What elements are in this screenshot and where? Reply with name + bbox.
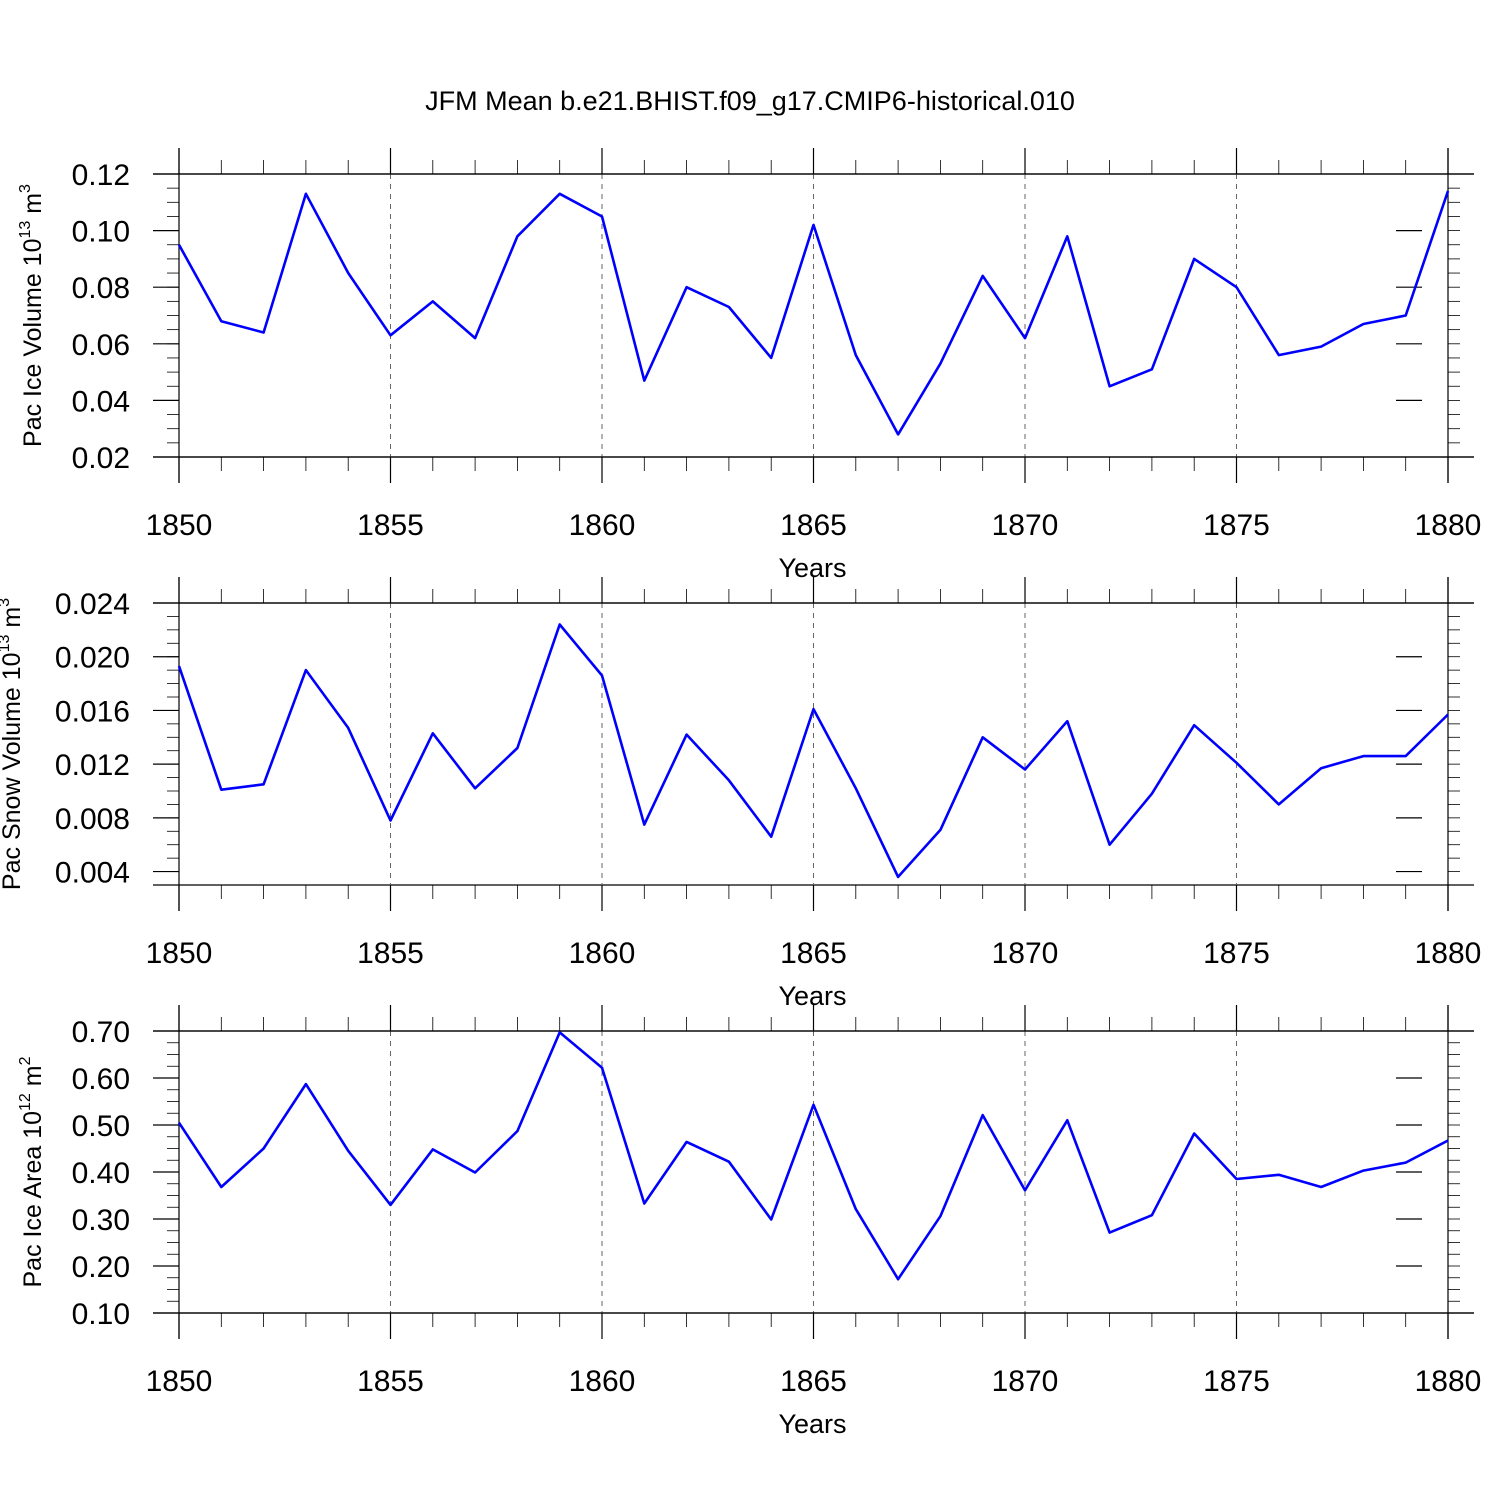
- x-tick-label: 1860: [569, 509, 636, 542]
- x-tick-label: 1875: [1203, 937, 1270, 970]
- y-tick-label: 0.04: [72, 385, 130, 418]
- y-tick-label: 0.10: [72, 216, 130, 249]
- y-tick-label: 0.12: [72, 159, 130, 192]
- x-tick-label: 1870: [992, 1365, 1059, 1398]
- y-tick-label: 0.50: [72, 1110, 130, 1143]
- x-tick-label: 1865: [780, 1365, 847, 1398]
- series-line: [177, 1031, 1449, 1281]
- chart-panel-3: 1850 1855 1860 1865 1870 1875 1880 0.10 0.20 0.30…: [17, 1005, 1481, 1439]
- y-axis-label: Pac Ice Volume 1013 m3: [17, 184, 47, 447]
- x-tick-label: 1875: [1203, 509, 1270, 542]
- y-tick-label: 0.40: [72, 1157, 130, 1190]
- y-tick-label: 0.008: [55, 803, 130, 836]
- chart-panels: 1850 1855 1860 1865 1870 1875 1880 0.02 0.04 0.06…: [0, 148, 1481, 1439]
- x-tick-label: 1880: [1415, 937, 1482, 970]
- x-tick-label: 1865: [780, 509, 847, 542]
- x-tick-label: 1855: [357, 509, 424, 542]
- y-tick-label: 0.08: [72, 272, 130, 305]
- x-tick-label: 1860: [569, 937, 636, 970]
- y-tick-label: 0.02: [72, 442, 130, 475]
- y-tick-label: 0.60: [72, 1063, 130, 1096]
- x-tick-label: 1850: [146, 1365, 213, 1398]
- y-tick-label: 0.30: [72, 1204, 130, 1237]
- chart-panel-1: 1850 1855 1860 1865 1870 1875 1880 0.02 0.04 0.06…: [17, 148, 1481, 583]
- series-line: [177, 623, 1449, 879]
- x-axis-label: Years: [778, 1409, 846, 1439]
- x-tick-label: 1875: [1203, 1365, 1270, 1398]
- y-tick-label: 0.20: [72, 1251, 130, 1284]
- y-tick-label: 0.024: [55, 588, 130, 621]
- y-tick-label: 0.012: [55, 749, 130, 782]
- x-tick-label: 1850: [146, 937, 213, 970]
- series-line: [177, 190, 1450, 436]
- x-tick-label: 1870: [992, 937, 1059, 970]
- x-axis-label: Years: [778, 553, 846, 583]
- x-tick-label: 1870: [992, 509, 1059, 542]
- x-tick-label: 1855: [357, 937, 424, 970]
- y-tick-label: 0.020: [55, 642, 130, 675]
- y-axis-label: Pac Snow Volume 1013 m3: [0, 598, 26, 890]
- y-tick-label: 0.70: [72, 1016, 130, 1049]
- y-tick-label: 0.10: [72, 1298, 130, 1331]
- x-axis-label: Years: [778, 981, 846, 1011]
- y-tick-label: 0.016: [55, 695, 130, 728]
- x-tick-label: 1850: [146, 509, 213, 542]
- y-axis-label: Pac Ice Area 1012 m2: [17, 1056, 47, 1287]
- x-tick-label: 1880: [1415, 509, 1482, 542]
- x-tick-label: 1865: [780, 937, 847, 970]
- y-tick-label: 0.004: [55, 857, 130, 890]
- x-tick-label: 1860: [569, 1365, 636, 1398]
- x-tick-label: 1855: [357, 1365, 424, 1398]
- y-tick-label: 0.06: [72, 329, 130, 362]
- x-tick-label: 1880: [1415, 1365, 1482, 1398]
- figure-title: JFM Mean b.e21.BHIST.f09_g17.CMIP6-histo…: [425, 86, 1075, 116]
- chart-panel-2: 1850 1855 1860 1865 1870 1875 1880 0.004 0.008 0.…: [0, 577, 1481, 1011]
